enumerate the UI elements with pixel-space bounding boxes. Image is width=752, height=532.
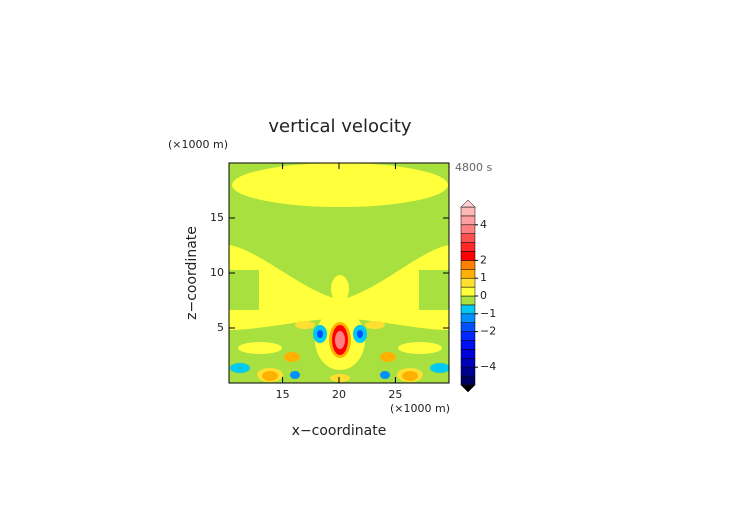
colorbar-tick-label: −2: [480, 325, 496, 338]
colorbar-box: [460, 366, 476, 377]
colorbar-box: [460, 349, 476, 359]
colorbar-tick-label: −1: [480, 307, 496, 320]
y-tick-label: 10: [210, 266, 224, 279]
y-tick-label: 15: [210, 211, 224, 224]
time-label: 4800 s: [455, 161, 492, 174]
x-axis-label: x−coordinate: [292, 423, 387, 439]
colorbar-box: [460, 277, 476, 288]
colorbar-box: [460, 322, 476, 332]
colorbar-over: [460, 199, 476, 208]
colorbar-box: [460, 224, 476, 234]
colorbar-tick-label: 4: [480, 218, 487, 231]
colorbar-box: [460, 251, 476, 261]
colorbar-box: [460, 286, 476, 297]
x-tick-label: 25: [388, 388, 402, 401]
colorbar-box: [460, 206, 476, 217]
colorbar-tick-label: 2: [480, 253, 487, 266]
x-tick-label: 20: [332, 388, 346, 401]
x-tick-label: 15: [276, 388, 290, 401]
y-axis-label: z−coordinate: [184, 226, 200, 320]
contour-field: [229, 163, 449, 383]
colorbar-box: [460, 215, 476, 226]
colorbar-box: [460, 269, 476, 279]
y-tick-label: 5: [217, 321, 224, 334]
colorbar-box: [460, 358, 476, 368]
chart-title: vertical velocity: [268, 116, 412, 137]
colorbar-under: [460, 384, 476, 393]
colorbar-box: [460, 304, 476, 315]
colorbar-box: [460, 340, 476, 350]
colorbar-box: [460, 233, 476, 243]
colorbar-tick-label: 1: [480, 271, 487, 284]
colorbar-box: [460, 331, 476, 341]
colorbar-tick-label: −4: [480, 360, 496, 373]
colorbar-box: [460, 242, 476, 252]
colorbar-box: [460, 260, 476, 270]
colorbar-box: [460, 375, 476, 386]
colorbar-box: [460, 313, 476, 323]
y-unit: (×1000 m): [168, 138, 228, 151]
x-unit: (×1000 m): [390, 402, 450, 415]
colorbar-tick-label: 0: [480, 289, 487, 302]
colorbar-box: [460, 295, 476, 306]
